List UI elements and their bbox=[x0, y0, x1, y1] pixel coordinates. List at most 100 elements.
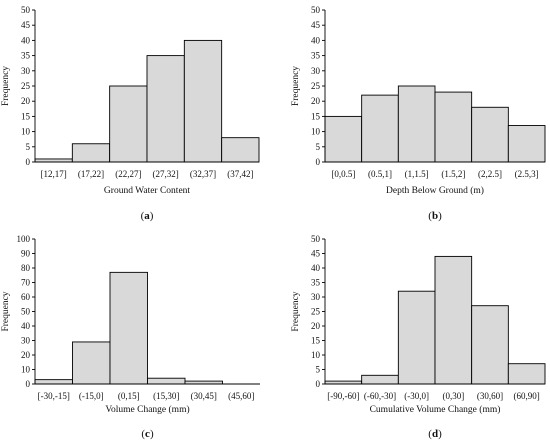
x-tick-label: (30,45] bbox=[191, 391, 217, 401]
x-axis-title: Ground Water Content bbox=[104, 186, 190, 196]
y-tick-label: 40 bbox=[311, 35, 321, 45]
y-tick-label: 30 bbox=[311, 292, 321, 302]
x-tick-label: [0,0.5] bbox=[331, 169, 355, 179]
bar bbox=[434, 91, 473, 163]
y-tick-label: 10 bbox=[311, 127, 321, 137]
y-tick-label: 35 bbox=[21, 51, 31, 61]
x-tick-label: (60,90] bbox=[514, 391, 540, 401]
x-tick-label: (22,27] bbox=[115, 169, 141, 179]
bar bbox=[34, 379, 73, 385]
y-tick-label: 50 bbox=[311, 5, 321, 15]
y-tick-label: 10 bbox=[311, 350, 321, 360]
y-tick-label: 90 bbox=[21, 249, 31, 259]
histogram-panel-b: 0 5 10 15 20 25 30 35 40 45 50 [0,0.5] (0.5,1] (1,1.5… bbox=[291, 5, 546, 222]
x-tick-label: (17,22] bbox=[78, 169, 104, 179]
panel-caption-letter: d bbox=[432, 428, 438, 440]
x-tick-label: [-90,-60] bbox=[327, 391, 359, 401]
y-tick-label: 30 bbox=[21, 66, 31, 76]
panel-caption-close: ) bbox=[150, 428, 154, 440]
y-tick-label: 50 bbox=[21, 5, 31, 15]
bar bbox=[507, 363, 546, 385]
y-tick-label: 35 bbox=[311, 51, 321, 61]
x-tick-label: (27,32] bbox=[153, 169, 179, 179]
bar bbox=[147, 377, 186, 385]
y-tick-label: 15 bbox=[21, 111, 31, 121]
panel-caption-letter: b bbox=[432, 210, 438, 222]
y-tick-label: 5 bbox=[26, 142, 31, 152]
y-tick-label: 60 bbox=[21, 292, 31, 302]
x-tick-label: (30,60] bbox=[477, 391, 503, 401]
y-tick-label: 10 bbox=[21, 365, 31, 375]
bar bbox=[471, 106, 509, 163]
y-tick-label: 25 bbox=[21, 81, 31, 91]
panel-caption-open: ( bbox=[141, 210, 145, 222]
y-tick-label: 50 bbox=[311, 234, 321, 244]
y-tick-label: 100 bbox=[17, 234, 31, 244]
bar bbox=[361, 374, 399, 385]
bar bbox=[71, 143, 111, 163]
histogram-panel-c: 0 10 20 30 40 50 60 70 80 90 100 [-30,-15] (-15,0] (0… bbox=[1, 234, 260, 440]
bar bbox=[109, 271, 148, 385]
panel-caption: (d) bbox=[428, 428, 442, 440]
bar bbox=[361, 94, 399, 163]
x-tick-label: (2,2.5] bbox=[478, 169, 502, 179]
bar bbox=[221, 137, 260, 163]
bar bbox=[34, 158, 73, 163]
y-tick-label: 15 bbox=[311, 111, 321, 121]
bar bbox=[183, 39, 223, 163]
y-tick-label: 25 bbox=[311, 307, 321, 317]
panel-caption-open: ( bbox=[141, 428, 145, 440]
x-tick-label: (2.5,3] bbox=[515, 169, 539, 179]
panel-caption: (c) bbox=[141, 428, 154, 440]
y-tick-label: 15 bbox=[311, 336, 321, 346]
y-tick-label: 45 bbox=[21, 20, 31, 30]
x-tick-label: (0,15] bbox=[118, 391, 140, 401]
y-tick-label: 5 bbox=[316, 365, 321, 375]
x-tick-label: (0,30] bbox=[442, 391, 464, 401]
y-tick-label: 0 bbox=[26, 379, 31, 389]
bar bbox=[471, 305, 509, 385]
panel-caption-close: ) bbox=[150, 210, 154, 222]
bar bbox=[397, 85, 436, 163]
bar bbox=[146, 55, 185, 163]
y-tick-label: 45 bbox=[311, 249, 321, 259]
panel-caption-open: ( bbox=[428, 210, 432, 222]
x-axis-title: Volume Change (mm) bbox=[105, 404, 189, 415]
histogram-panel-d: 0 5 10 15 20 25 30 35 40 45 50 [-90,-60] (-60,-30] (-… bbox=[291, 234, 546, 440]
y-tick-label: 10 bbox=[21, 127, 31, 137]
x-tick-label: (1,1.5] bbox=[405, 169, 429, 179]
y-tick-label: 20 bbox=[21, 96, 31, 106]
bar bbox=[397, 290, 436, 385]
y-tick-label: 0 bbox=[26, 157, 31, 167]
panel-caption: (b) bbox=[428, 210, 442, 222]
x-tick-label: (15,30] bbox=[153, 391, 179, 401]
y-axis-title: Frequency bbox=[1, 291, 11, 331]
bar bbox=[109, 85, 148, 163]
y-tick-label: 0 bbox=[316, 157, 321, 167]
y-tick-label: 30 bbox=[311, 66, 321, 76]
y-tick-label: 50 bbox=[21, 307, 31, 317]
x-tick-label: (-60,-30] bbox=[364, 391, 396, 401]
y-tick-label: 20 bbox=[311, 321, 321, 331]
y-tick-label: 40 bbox=[311, 263, 321, 273]
panel-caption-close: ) bbox=[438, 428, 442, 440]
bar bbox=[434, 255, 473, 385]
y-tick-label: 45 bbox=[311, 20, 321, 30]
y-tick-label: 20 bbox=[21, 350, 31, 360]
x-tick-label: (1.5,2] bbox=[441, 169, 465, 179]
y-tick-label: 40 bbox=[21, 35, 31, 45]
y-tick-label: 20 bbox=[311, 96, 321, 106]
x-tick-label: (-30,0] bbox=[404, 391, 429, 401]
bar bbox=[507, 125, 546, 163]
bar bbox=[324, 115, 363, 163]
x-tick-label: [12,17] bbox=[41, 169, 67, 179]
y-tick-label: 70 bbox=[21, 278, 31, 288]
panel-caption-open: ( bbox=[428, 428, 432, 440]
y-axis-title: Frequency bbox=[291, 66, 301, 106]
y-axis-title: Frequency bbox=[1, 66, 11, 106]
bar bbox=[72, 341, 111, 385]
x-tick-label: (37,42] bbox=[227, 169, 253, 179]
panel-caption-close: ) bbox=[438, 210, 442, 222]
y-tick-label: 80 bbox=[21, 263, 31, 273]
